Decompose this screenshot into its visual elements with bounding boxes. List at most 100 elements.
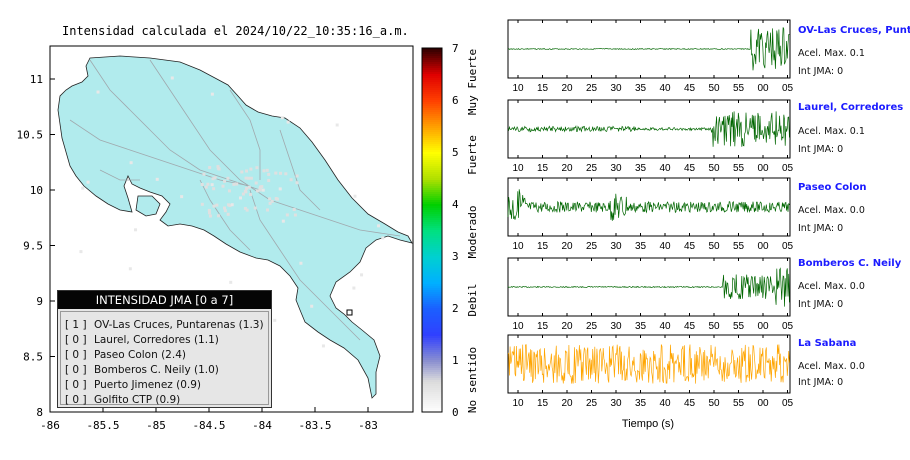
colorbar-band bbox=[422, 290, 442, 293]
colorbar-band bbox=[422, 274, 442, 277]
colorbar-band bbox=[422, 154, 442, 157]
waveform-x-tick-label: 50 bbox=[708, 398, 720, 409]
waveform-x-tick-label: 00 bbox=[757, 398, 769, 409]
colorbar-band bbox=[422, 86, 442, 89]
colorbar-ticks: 0 1 2 3 4 5 6 7 bbox=[452, 42, 459, 419]
town-marker bbox=[261, 188, 265, 192]
colorbar-band bbox=[422, 300, 442, 303]
town-marker bbox=[200, 182, 204, 186]
colorbar-band bbox=[422, 382, 442, 385]
town-marker bbox=[212, 187, 216, 191]
colorbar-band bbox=[422, 172, 442, 175]
colorbar-band bbox=[422, 366, 442, 369]
colorbar-band bbox=[422, 286, 442, 289]
town-marker bbox=[200, 202, 204, 206]
colorbar-band bbox=[422, 364, 442, 367]
map-x-tick-label: -83 bbox=[358, 419, 378, 432]
town-marker bbox=[258, 188, 262, 192]
colorbar-band bbox=[422, 108, 442, 111]
colorbar-band bbox=[422, 184, 442, 187]
colorbar-band bbox=[422, 136, 442, 139]
waveform-x-tick-label: 00 bbox=[757, 321, 769, 332]
waveform-x-tick-label: 10 bbox=[512, 83, 524, 94]
town-marker bbox=[260, 185, 264, 189]
nicoya-gulf-land bbox=[135, 195, 161, 217]
colorbar-band bbox=[422, 244, 442, 247]
town-marker bbox=[222, 206, 226, 210]
colorbar-band bbox=[422, 394, 442, 397]
colorbar-band bbox=[422, 276, 442, 279]
colorbar-band bbox=[422, 358, 442, 361]
colorbar-band bbox=[422, 60, 442, 63]
map-x-tick-label: -83.5 bbox=[298, 419, 331, 432]
colorbar-band bbox=[422, 342, 442, 345]
colorbar-band bbox=[422, 338, 442, 341]
intensity-legend: INTENSIDAD JMA [0 a 7] [ 1 ] OV-Las Cruce… bbox=[57, 290, 272, 408]
colorbar-band bbox=[422, 188, 442, 191]
colorbar-band bbox=[422, 410, 442, 413]
colorbar-band bbox=[422, 304, 442, 307]
map-y-tick-label: 9.5 bbox=[23, 240, 43, 253]
colorbar-band bbox=[422, 322, 442, 325]
colorbar-band bbox=[422, 368, 442, 371]
colorbar-band bbox=[422, 228, 442, 231]
station-int: Int JMA: 0 bbox=[798, 299, 844, 310]
colorbar-band bbox=[422, 218, 442, 221]
colorbar-band bbox=[422, 398, 442, 401]
town-marker bbox=[249, 193, 253, 197]
colorbar-band bbox=[422, 284, 442, 287]
legend-item: [ 0 ] Golfito CTP (0.9) bbox=[65, 394, 181, 406]
town-marker bbox=[207, 211, 211, 215]
town-marker bbox=[232, 182, 236, 186]
colorbar-band bbox=[422, 150, 442, 153]
town-marker bbox=[204, 185, 208, 189]
waveform-x-tick-label: 30 bbox=[610, 83, 622, 94]
town-marker bbox=[278, 187, 282, 191]
town-marker bbox=[268, 197, 272, 201]
waveform-x-tick-label: 00 bbox=[757, 83, 769, 94]
colorbar-band bbox=[422, 348, 442, 351]
colorbar-band bbox=[422, 106, 442, 109]
colorbar-band bbox=[422, 174, 442, 177]
colorbar-band bbox=[422, 152, 442, 155]
colorbar-band bbox=[422, 314, 442, 317]
colorbar-band bbox=[422, 230, 442, 233]
colorbar-band bbox=[422, 386, 442, 389]
waveform-x-tick-label: 45 bbox=[684, 163, 696, 174]
colorbar-band bbox=[422, 380, 442, 383]
town-marker bbox=[216, 165, 220, 169]
colorbar-band bbox=[422, 266, 442, 269]
colorbar-band bbox=[422, 256, 442, 259]
town-marker bbox=[81, 186, 85, 190]
town-marker bbox=[245, 208, 249, 212]
town-marker bbox=[249, 167, 253, 171]
town-marker bbox=[247, 185, 251, 189]
colorbar-tick-label: 4 bbox=[452, 198, 459, 211]
town-marker bbox=[253, 206, 257, 210]
colorbar-band bbox=[422, 226, 442, 229]
colorbar-band bbox=[422, 318, 442, 321]
colorbar-band bbox=[422, 216, 442, 219]
epicenter-marker bbox=[346, 309, 353, 316]
town-marker bbox=[241, 192, 245, 196]
colorbar-band bbox=[422, 92, 442, 95]
colorbar-band bbox=[422, 212, 442, 215]
town-marker bbox=[285, 213, 289, 217]
town-marker bbox=[216, 166, 220, 170]
town-marker bbox=[293, 213, 297, 217]
colorbar-band bbox=[422, 262, 442, 265]
waveform-x-tick-label: 25 bbox=[586, 241, 598, 252]
waveform-x-tick-label: 35 bbox=[635, 241, 647, 252]
waveform-x-tick-label: 15 bbox=[537, 321, 549, 332]
waveform-x-tick-label: 35 bbox=[635, 398, 647, 409]
map-y-tick-label: 9 bbox=[36, 295, 43, 308]
colorbar-band bbox=[422, 142, 442, 145]
colorbar-tick-label: 6 bbox=[452, 94, 459, 107]
town-marker bbox=[266, 208, 270, 212]
waveform-x-tick-label: 20 bbox=[561, 163, 573, 174]
legend-item: [ 0 ] Paseo Colon (2.4) bbox=[65, 349, 186, 361]
town-marker bbox=[280, 116, 284, 120]
waveform-x-tick-label: 10 bbox=[512, 398, 524, 409]
colorbar-band bbox=[422, 182, 442, 185]
waveform-x-tick-label: 35 bbox=[635, 83, 647, 94]
